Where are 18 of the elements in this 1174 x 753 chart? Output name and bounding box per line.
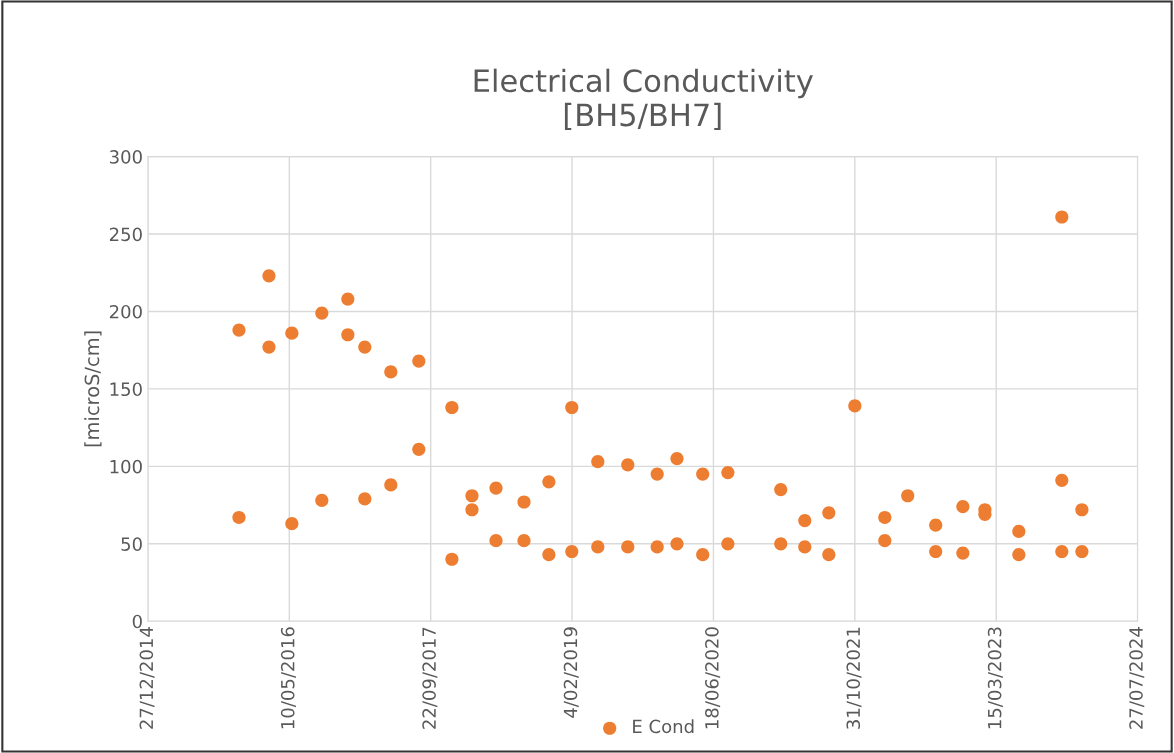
y-tick-label: 0 [132,614,142,629]
x-tick-label: 10/05/2016 [280,627,296,729]
y-tick-label: 250 [109,227,142,242]
x-tick-label: 27/07/2024 [1129,627,1145,729]
chart-title: Electrical Conductivity [BH5/BH7] [474,68,813,131]
legend-label: E Cond [633,719,694,734]
x-tick-label: 31/10/2021 [846,627,862,729]
y-tick-label: 200 [109,304,142,319]
y-tick-label: 100 [110,459,142,474]
y-tick-label: 50 [121,537,142,551]
y-tick-label: 300 [109,150,142,164]
x-tick-label: 18/06/2020 [705,627,721,729]
y-tick-label: 150 [110,382,142,397]
y-axis-title: [microS/cm] [84,331,102,447]
x-tick-label: 27/12/2014 [139,627,155,729]
x-tick-label: 4/02/2019 [563,627,579,718]
x-tick-label: 22/09/2017 [422,627,438,729]
x-tick-label: 15/03/2023 [987,627,1003,729]
